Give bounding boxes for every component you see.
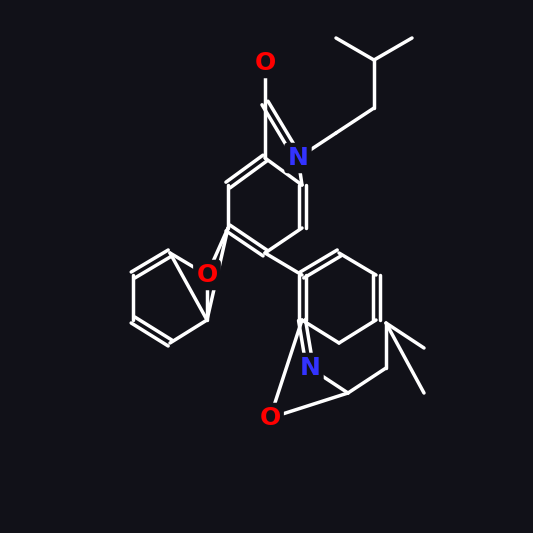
Text: O: O bbox=[260, 406, 281, 430]
Text: N: N bbox=[300, 356, 320, 380]
Text: O: O bbox=[254, 51, 276, 75]
Text: O: O bbox=[196, 263, 217, 287]
Text: N: N bbox=[288, 146, 309, 170]
